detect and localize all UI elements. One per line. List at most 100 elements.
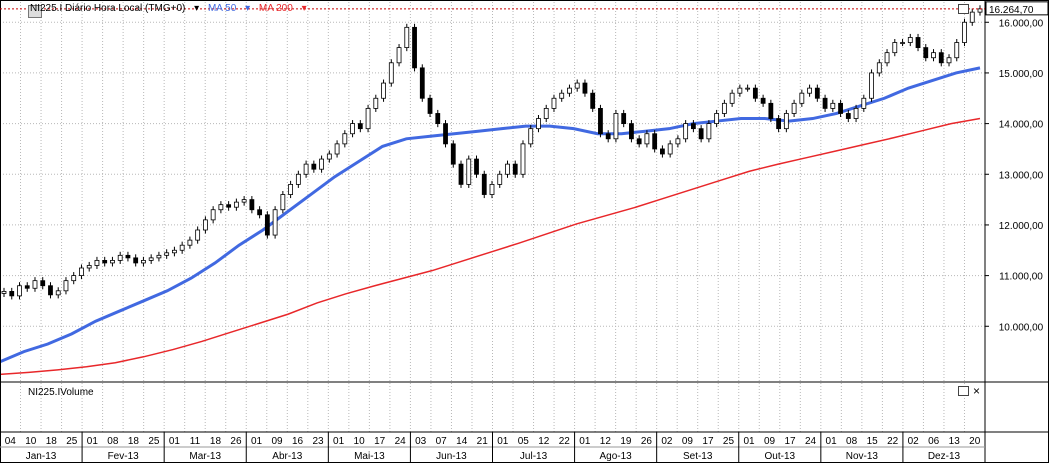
candle-body: [714, 113, 720, 125]
volume-pane-title: NI225.IVolume: [28, 387, 94, 398]
day-label: 06: [928, 436, 940, 447]
day-label: 08: [846, 436, 858, 447]
candle-body: [264, 214, 270, 236]
candle-body: [969, 11, 975, 23]
ma50-line: [0, 66, 981, 364]
candle-body: [900, 42, 905, 44]
close-pane-icon[interactable]: ×: [973, 384, 981, 398]
day-label: 26: [230, 436, 242, 447]
candle-body: [319, 158, 324, 170]
candle-body: [605, 133, 611, 140]
candle-body: [102, 259, 108, 264]
candle-body: [272, 209, 278, 236]
price-tick-label: 11.000,00: [999, 272, 1043, 283]
candle-body: [326, 153, 332, 160]
candle-body: [629, 123, 634, 140]
candle-body: [876, 62, 882, 74]
candle-body: [721, 102, 727, 114]
ma200-label[interactable]: MA 200: [258, 3, 293, 14]
price-tick-label: 12.000,00: [999, 221, 1044, 232]
candle-body: [280, 194, 286, 211]
candle-body: [187, 239, 193, 246]
candle-body: [427, 97, 433, 114]
candle-body: [915, 37, 921, 49]
day-label: 01: [743, 436, 755, 447]
candle-body: [683, 123, 689, 140]
candle-body: [164, 252, 170, 256]
candle-body: [48, 285, 53, 296]
last-price-box: [985, 1, 1049, 16]
candle-body: [288, 183, 294, 195]
day-label: 12: [538, 436, 550, 447]
candle-body: [295, 173, 301, 185]
candle-body: [474, 158, 479, 175]
candle-body: [141, 259, 146, 264]
day-label: 04: [5, 436, 17, 447]
candle-body: [357, 123, 363, 130]
candle-body: [799, 92, 805, 104]
day-label: 08: [107, 436, 119, 447]
candle-body: [543, 108, 549, 119]
day-label: 01: [251, 436, 263, 447]
candle-body: [652, 133, 658, 150]
day-label: 09: [764, 436, 776, 447]
candle-body: [667, 143, 673, 155]
day-label: 02: [908, 436, 920, 447]
day-label: 18: [46, 436, 58, 447]
day-label: 21: [477, 436, 489, 447]
day-label: 25: [66, 436, 78, 447]
candle-body: [853, 108, 859, 119]
ma200-dropdown-icon[interactable]: ▾: [301, 3, 307, 14]
price-axis-ticks: 16.000,00 15.000,00 14.000,00 13.000,00 12.0…: [985, 18, 1044, 333]
title-dropdown-icon[interactable]: ▾: [194, 3, 200, 14]
day-label: 17: [702, 436, 714, 447]
candle-body: [528, 128, 534, 145]
maximize-pane-icon[interactable]: [958, 386, 969, 396]
day-label: 01: [333, 436, 345, 447]
candle-body: [822, 97, 828, 109]
candle-body: [32, 280, 38, 289]
candle-body: [79, 267, 84, 276]
day-label: 05: [518, 436, 530, 447]
candle-body: [574, 82, 580, 89]
candle-body: [598, 108, 603, 135]
month-label: Out-13: [765, 451, 796, 462]
candle-body: [644, 133, 650, 145]
last-price-label: 16.264,70: [989, 5, 1034, 16]
candle-body: [55, 290, 61, 296]
candle-body: [156, 254, 162, 259]
candle-body: [907, 37, 913, 43]
candle-body: [768, 102, 774, 119]
candle-body: [931, 52, 936, 59]
candle-body: [582, 82, 588, 94]
candle-body: [636, 138, 642, 145]
day-label: 13: [949, 436, 961, 447]
candle-body: [481, 173, 487, 195]
ma50-label[interactable]: MA 50: [207, 3, 237, 14]
ma50-series: [0, 66, 981, 364]
month-label: Abr-13: [272, 451, 302, 462]
time-axis: 04 10 18 25 01 08 18 25 01 11 18 26 01 09 16 23 01 10 17 24…: [5, 432, 981, 463]
chart-menu-icon[interactable]: [28, 5, 42, 18]
candle-body: [373, 97, 379, 109]
day-label: 22: [887, 436, 899, 447]
candle-body: [233, 201, 239, 208]
candle-body: [551, 97, 557, 109]
day-label: 12: [600, 436, 612, 447]
candle-body: [419, 67, 425, 99]
candle-body: [613, 113, 619, 140]
day-label: 24: [805, 436, 817, 447]
candle-body: [690, 123, 696, 130]
day-label: 10: [354, 436, 366, 447]
candle-body: [807, 87, 812, 94]
candle-body: [458, 163, 464, 185]
maximize-main-pane-icon[interactable]: [958, 4, 969, 14]
candle-body: [241, 199, 247, 203]
candle-body: [660, 148, 665, 155]
ma50-dropdown-icon[interactable]: ▾: [245, 3, 251, 14]
candle-body: [40, 280, 46, 287]
candle-body: [590, 92, 596, 109]
candle-body: [923, 47, 929, 59]
